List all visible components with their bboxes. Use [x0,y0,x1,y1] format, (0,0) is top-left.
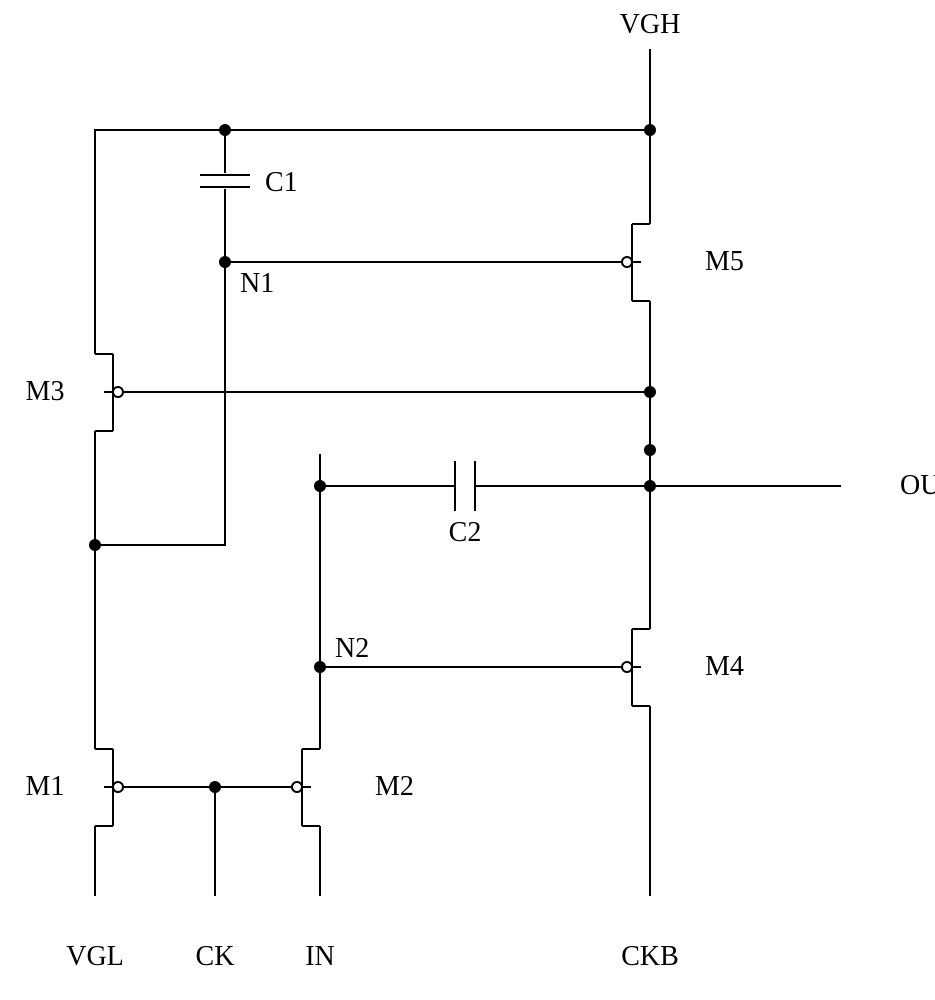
label-m4: M4 [705,651,744,682]
label-m1: M1 [26,771,65,802]
label-m5: M5 [705,246,744,277]
label-m2: M2 [375,771,414,802]
port-ck: CK [196,941,235,972]
circuit-diagram: M1 M2 M3 M4 M5 C1 C2 N1 N2 VGH OUT VGL CK IN CKB [0,0,935,1000]
junction-dot [644,124,656,136]
port-vgh: VGH [620,9,681,40]
label-c1: C1 [265,167,298,198]
junction-dot [209,781,221,793]
port-vgl: VGL [66,941,124,972]
port-ckb: CKB [621,941,679,972]
junction-dot [219,256,231,268]
junction-dot [644,444,656,456]
junction-dot [644,386,656,398]
junction-dot [314,480,326,492]
label-n1: N1 [240,268,274,299]
port-in: IN [305,941,335,972]
junction-dot [314,661,326,673]
label-n2: N2 [335,633,369,664]
junction-dot [89,539,101,551]
label-m3: M3 [26,376,65,407]
port-out: OUT [900,470,935,501]
label-c2: C2 [449,517,482,548]
junction-dot [644,480,656,492]
junction-dot [219,124,231,136]
